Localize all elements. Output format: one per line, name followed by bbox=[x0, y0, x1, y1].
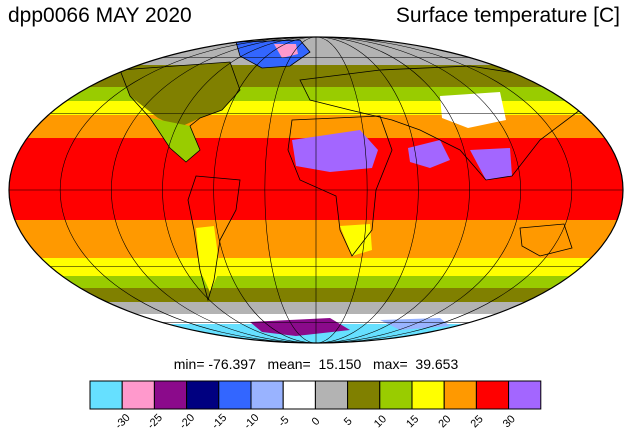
legend-color-box bbox=[186, 380, 220, 410]
north-america-land bbox=[120, 62, 240, 128]
graticule bbox=[9, 37, 623, 343]
australia-land bbox=[520, 224, 572, 256]
statistics-line: min= -76.397 mean= 15.150 max= 39.653 bbox=[173, 356, 459, 372]
arabia-hot bbox=[408, 140, 450, 168]
coastline-africa bbox=[287, 115, 393, 257]
sahara-hot bbox=[292, 130, 378, 172]
legend-tick-label: -30 bbox=[113, 412, 133, 432]
legend-color-box bbox=[411, 380, 445, 410]
legend-color-box bbox=[347, 380, 381, 410]
central-america-land bbox=[150, 118, 200, 162]
legend-color-box bbox=[89, 380, 123, 410]
globe-outline bbox=[8, 36, 624, 344]
meridian-line bbox=[213, 37, 419, 343]
coastline-australia bbox=[519, 223, 573, 257]
legend-tick-label: 25 bbox=[469, 413, 486, 430]
legend-tick-label: -20 bbox=[177, 412, 197, 432]
legend-color-box bbox=[121, 380, 155, 410]
legend-tick-label: 30 bbox=[501, 413, 518, 430]
legend-color-box bbox=[218, 380, 252, 410]
meridian-line bbox=[111, 37, 521, 343]
legend-tick-label: 20 bbox=[436, 413, 453, 430]
coastlines bbox=[119, 39, 581, 302]
temperature-map bbox=[8, 36, 624, 344]
tibet-cold bbox=[440, 92, 506, 128]
legend-tick-label: -15 bbox=[210, 412, 230, 432]
legend-labels: -30 -25 -20 -15 -10 -5 0 5 10 15 20 25 30 bbox=[113, 412, 518, 432]
legend-color-box bbox=[508, 380, 542, 410]
coastline-south-america bbox=[187, 175, 241, 302]
south-africa-cool bbox=[340, 224, 372, 256]
legend-tick-label: 10 bbox=[372, 413, 389, 430]
legend-color-box bbox=[475, 380, 510, 410]
meridian-line bbox=[264, 37, 368, 343]
meridian-line bbox=[59, 37, 573, 343]
coastline-north-america bbox=[119, 61, 241, 163]
legend-color-box bbox=[153, 380, 188, 410]
legend-tick-label: -10 bbox=[242, 412, 262, 432]
legend-tick-label: -25 bbox=[145, 412, 165, 432]
legend-color-box bbox=[379, 380, 413, 410]
legend-tick-label: 15 bbox=[404, 413, 421, 430]
legend-boxes bbox=[89, 380, 542, 410]
legend-color-box bbox=[250, 380, 284, 410]
legend-color-box bbox=[314, 380, 349, 410]
legend-tick-label: 0 bbox=[310, 415, 323, 428]
color-legend: -30 -25 -20 -15 -10 -5 0 5 10 15 20 25 30 bbox=[89, 380, 542, 432]
india-hot bbox=[470, 148, 512, 180]
legend-tick-label: 5 bbox=[342, 415, 355, 428]
meridian-line bbox=[162, 37, 470, 343]
variable-title: Surface temperature [C] bbox=[395, 4, 620, 27]
legend-color-box bbox=[443, 380, 477, 410]
coastline-eurasia bbox=[299, 65, 581, 181]
coastline-greenland bbox=[235, 39, 311, 69]
legend-tick-label: -5 bbox=[276, 414, 291, 429]
legend-color-box bbox=[282, 380, 316, 410]
south-america-cool bbox=[196, 226, 220, 292]
map-title: dpp0066 MAY 2020 bbox=[8, 4, 192, 27]
